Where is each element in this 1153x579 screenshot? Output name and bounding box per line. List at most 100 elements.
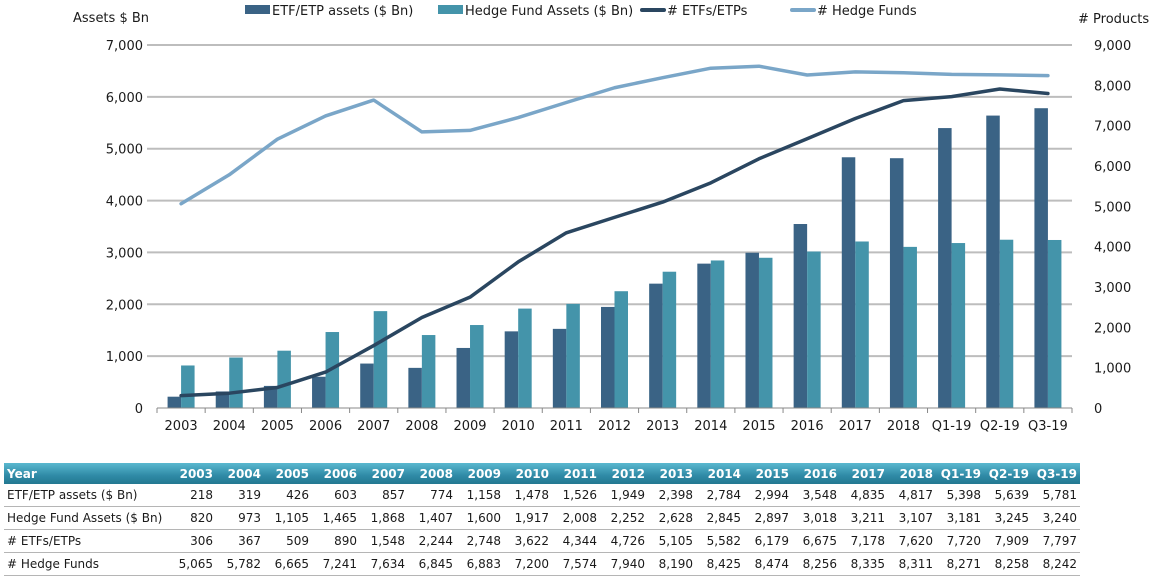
table-cell: 3,245 bbox=[984, 506, 1032, 530]
x-axis-tick-label: 2011 bbox=[550, 419, 583, 434]
hedge-fund-assets-bar bbox=[518, 308, 532, 408]
x-axis-tick-label: 2013 bbox=[646, 419, 679, 434]
right-axis-tick-label: 5,000 bbox=[1094, 200, 1131, 215]
x-axis-tick-label: 2012 bbox=[598, 419, 631, 434]
table-cell: 319 bbox=[216, 484, 264, 507]
table-cell: 7,178 bbox=[840, 529, 888, 553]
table-cell: 6,665 bbox=[264, 552, 312, 576]
etf-assets-bar bbox=[986, 115, 1000, 408]
table-cell: 8,271 bbox=[936, 552, 984, 576]
table-cell: 8,242 bbox=[1032, 552, 1080, 576]
table-body: ETF/ETP assets ($ Bn) 218 319 426 603 857 774 1… bbox=[4, 484, 1080, 576]
table-column-header: 2004 bbox=[216, 463, 264, 484]
hedge-fund-assets-bar bbox=[662, 271, 677, 408]
x-axis-tick-label: 2004 bbox=[213, 419, 246, 434]
table-cell: 7,940 bbox=[600, 552, 648, 576]
row-label: Hedge Fund Assets ($ Bn) bbox=[4, 506, 168, 530]
table-cell: 7,574 bbox=[552, 552, 600, 576]
hedge-fund-assets-bar bbox=[181, 365, 195, 408]
right-axis-tick-label: 8,000 bbox=[1094, 79, 1131, 94]
table-column-header: 2013 bbox=[648, 463, 696, 484]
legend-label: Hedge Fund Assets ($ Bn) bbox=[465, 4, 633, 19]
x-axis-tick-label: 2007 bbox=[357, 419, 390, 434]
table-cell: 3,240 bbox=[1032, 506, 1080, 530]
etf-assets-bar bbox=[938, 128, 952, 409]
etf-count-line bbox=[179, 87, 1050, 398]
etf-assets-bar bbox=[601, 306, 615, 408]
table-cell: 3,622 bbox=[504, 529, 552, 553]
right-axis-tick-label: 0 bbox=[1094, 402, 1102, 417]
table-column-header: 2015 bbox=[744, 463, 792, 484]
table-cell: 5,639 bbox=[984, 484, 1032, 507]
table-cell: 1,868 bbox=[360, 506, 408, 530]
table-cell: 1,548 bbox=[360, 529, 408, 553]
x-axis-tick-label: 2003 bbox=[165, 419, 198, 434]
etf-assets-bar bbox=[841, 157, 856, 408]
table-cell: 4,835 bbox=[840, 484, 888, 507]
table-cell: 1,105 bbox=[264, 506, 312, 530]
x-axis-tick-label: 2010 bbox=[502, 419, 535, 434]
table-row: # Hedge Funds 5,065 5,782 6,665 7,241 7,634 6,… bbox=[4, 552, 1080, 576]
table-cell: 2,008 bbox=[552, 506, 600, 530]
right-axis-tick-label: 2,000 bbox=[1094, 321, 1131, 336]
table-cell: 6,675 bbox=[792, 529, 840, 553]
table-cell: 218 bbox=[168, 484, 216, 507]
table-column-header: 2005 bbox=[264, 463, 312, 484]
x-axis-tick-label: Q3-19 bbox=[1028, 419, 1068, 434]
right-axis-tick-label: 4,000 bbox=[1094, 241, 1131, 256]
row-label: # Hedge Funds bbox=[4, 552, 168, 576]
right-axis-tick-label: 9,000 bbox=[1094, 39, 1131, 54]
table-row: Hedge Fund Assets ($ Bn) 820 973 1,105 1,465… bbox=[4, 506, 1080, 530]
table-column-header: 2011 bbox=[552, 463, 600, 484]
table-cell: 5,105 bbox=[648, 529, 696, 553]
legend-label: # ETFs/ETPs bbox=[667, 4, 748, 19]
table-column-header: 2007 bbox=[360, 463, 408, 484]
left-axis-tick-label: 3,000 bbox=[106, 246, 143, 261]
table-cell: 2,244 bbox=[408, 529, 456, 553]
table-cell: 7,200 bbox=[504, 552, 552, 576]
table-cell: 774 bbox=[408, 484, 456, 507]
etf-assets-bar bbox=[215, 391, 230, 408]
table-cell: 8,425 bbox=[696, 552, 744, 576]
table-cell: 5,582 bbox=[696, 529, 744, 553]
etf-assets-bar bbox=[1034, 108, 1048, 408]
x-axis-tick-label: 2017 bbox=[839, 419, 872, 434]
hedge-fund-assets-bar bbox=[229, 357, 243, 408]
right-axis-title: # Products bbox=[1078, 12, 1149, 27]
table-cell: 2,897 bbox=[744, 506, 792, 530]
right-axis-tick-label: 7,000 bbox=[1094, 120, 1131, 135]
table-cell: 1,465 bbox=[312, 506, 360, 530]
x-axis-tick-label: 2014 bbox=[694, 419, 727, 434]
table-cell: 306 bbox=[168, 529, 216, 553]
table-cell: 3,548 bbox=[792, 484, 840, 507]
table-cell: 603 bbox=[312, 484, 360, 507]
table-cell: 8,190 bbox=[648, 552, 696, 576]
table-cell: 509 bbox=[264, 529, 312, 553]
etf-assets-bar bbox=[312, 376, 326, 408]
table-cell: 973 bbox=[216, 506, 264, 530]
table-column-header: Q1-19 bbox=[936, 463, 984, 484]
table-cell: 8,335 bbox=[840, 552, 888, 576]
table-cell: 367 bbox=[216, 529, 264, 553]
table-column-header: 2009 bbox=[456, 463, 504, 484]
hedge-fund-assets-bar bbox=[277, 350, 291, 408]
table-cell: 2,748 bbox=[456, 529, 504, 553]
hedge-fund-assets-bar bbox=[903, 246, 917, 408]
table-column-header: 2018 bbox=[888, 463, 936, 484]
legend-swatch bbox=[245, 5, 270, 14]
legend-swatch bbox=[438, 5, 463, 14]
etf-assets-bar bbox=[263, 385, 278, 408]
hedge-fund-assets-bar bbox=[951, 243, 966, 408]
etf-assets-bar bbox=[360, 363, 374, 408]
table-cell: 1,478 bbox=[504, 484, 552, 507]
legend: ETF/ETP assets ($ Bn) Hedge Fund Assets (… bbox=[245, 4, 917, 19]
left-axis-tick-label: 0 bbox=[135, 402, 143, 417]
bars bbox=[167, 108, 1062, 409]
table-row: ETF/ETP assets ($ Bn) 218 319 426 603 857 774 1… bbox=[4, 484, 1080, 507]
table-cell: 3,181 bbox=[936, 506, 984, 530]
etf-assets-bar bbox=[408, 367, 422, 408]
combo-chart: 0 1,000 2,000 3,000 4,000 5,000 6,000 7,000 0 1,0… bbox=[73, 4, 1149, 434]
table-column-header: Q3-19 bbox=[1032, 463, 1080, 484]
legend-label: # Hedge Funds bbox=[817, 4, 917, 19]
table-cell: 1,158 bbox=[456, 484, 504, 507]
